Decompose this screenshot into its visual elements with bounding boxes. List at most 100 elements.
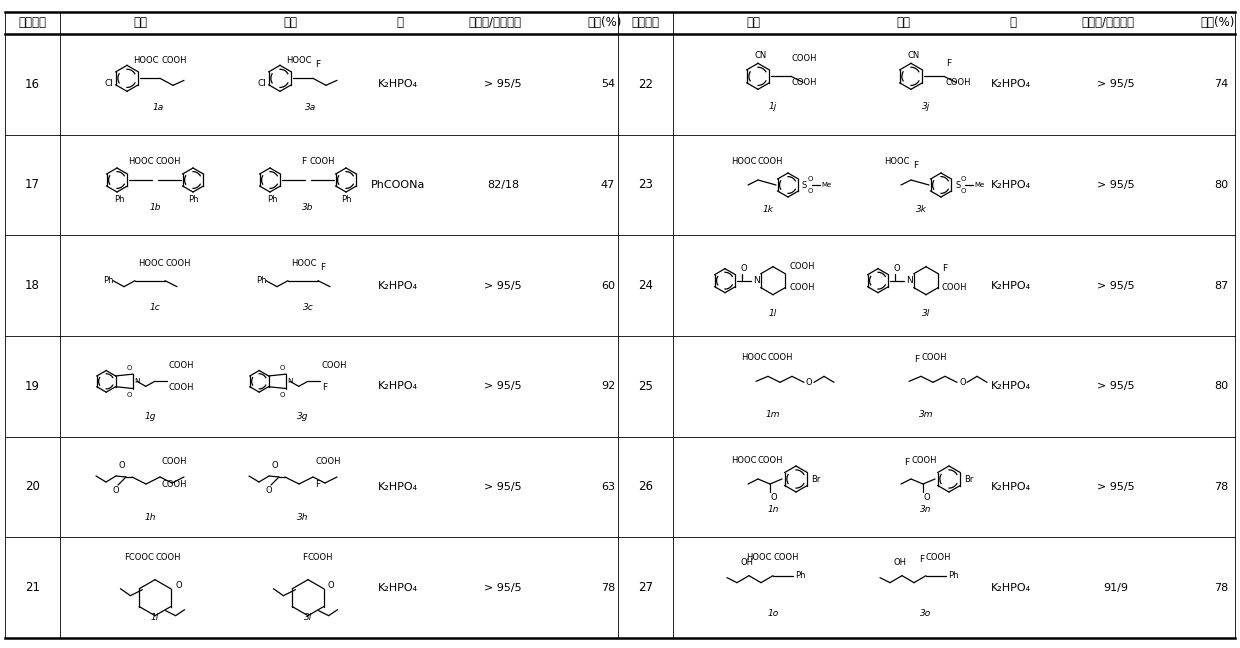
Text: 16: 16 [25,78,40,91]
Text: 碱: 碱 [397,16,403,30]
Text: O: O [126,392,131,398]
Text: 3l: 3l [304,613,312,622]
Text: 1h: 1h [144,513,156,522]
Text: Br: Br [963,474,973,483]
Text: 3g: 3g [298,412,309,421]
Text: 17: 17 [25,178,40,192]
Text: F: F [322,384,327,392]
Text: F: F [315,480,320,489]
Text: F: F [301,553,308,562]
Text: HOOC: HOOC [732,456,756,465]
Text: 78: 78 [601,583,615,593]
Text: HOOC: HOOC [139,259,164,268]
Text: F: F [946,60,951,68]
Text: K₂HPO₄: K₂HPO₄ [378,381,418,391]
Text: F: F [914,355,919,364]
Text: 1j: 1j [769,102,777,111]
Text: 1l: 1l [151,613,159,622]
Text: 3l: 3l [921,309,930,318]
Text: Ph: Ph [187,195,198,204]
Text: O: O [959,378,966,387]
Text: COOH: COOH [768,353,794,362]
Text: 24: 24 [639,279,653,292]
Text: > 95/5: > 95/5 [484,583,522,593]
Text: 87: 87 [1214,281,1228,291]
Text: 60: 60 [601,281,615,291]
Text: COOH: COOH [921,353,946,362]
Text: O: O [740,264,748,273]
Text: 1m: 1m [766,410,780,419]
Text: COOH: COOH [315,457,341,466]
Text: F: F [320,262,325,272]
Text: 3j: 3j [921,102,930,111]
Text: 26: 26 [639,481,653,494]
Text: > 95/5: > 95/5 [1097,79,1135,89]
Text: 54: 54 [601,79,615,89]
Text: 3o: 3o [920,609,931,618]
Text: COOH: COOH [773,553,799,562]
Text: > 95/5: > 95/5 [1097,180,1135,190]
Text: COOH: COOH [155,553,181,562]
Text: COOH: COOH [169,362,195,371]
Text: 碱: 碱 [1009,16,1017,30]
Text: N: N [134,378,140,384]
Text: K₂HPO₄: K₂HPO₄ [991,180,1032,190]
Text: O: O [126,365,131,371]
Text: 47: 47 [601,180,615,190]
Text: O: O [265,486,273,495]
Text: O: O [175,581,181,590]
Text: HOOC: HOOC [746,553,773,562]
Text: N: N [906,276,913,285]
Text: S: S [802,181,807,189]
Text: COOH: COOH [758,456,784,465]
Text: 18: 18 [25,279,40,292]
Text: O: O [279,392,285,398]
Text: COOH: COOH [792,54,817,64]
Text: K₂HPO₄: K₂HPO₄ [378,482,418,492]
Text: K₂HPO₄: K₂HPO₄ [991,381,1032,391]
Text: Me: Me [973,182,985,188]
Text: 3a: 3a [305,103,316,112]
Text: HOOC: HOOC [286,56,312,65]
Text: COOH: COOH [945,78,971,87]
Text: Ph: Ph [267,195,278,204]
Text: Cl: Cl [104,79,113,88]
Text: COOH: COOH [309,157,335,166]
Text: 80: 80 [1214,180,1228,190]
Text: Ph: Ph [103,276,114,285]
Text: FCOOC: FCOOC [124,553,154,562]
Text: F: F [942,264,947,273]
Text: Ph: Ph [114,195,124,204]
Text: Me: Me [821,182,831,188]
Text: COOH: COOH [789,283,815,292]
Text: COOH: COOH [789,262,815,271]
Text: Br: Br [811,474,821,483]
Text: 1o: 1o [768,609,779,618]
Text: PhCOONa: PhCOONa [371,180,425,190]
Text: 19: 19 [25,380,40,393]
Text: COOH: COOH [161,56,186,65]
Text: Cl: Cl [257,79,267,88]
Text: O: O [894,264,900,273]
Text: K₂HPO₄: K₂HPO₄ [378,281,418,291]
Text: CN: CN [755,51,768,60]
Text: N: N [288,378,293,384]
Text: O: O [771,493,777,502]
Text: O: O [961,188,966,194]
Text: Ph: Ph [795,571,806,580]
Text: CN: CN [908,51,920,60]
Text: 21: 21 [25,581,40,594]
Text: 92: 92 [601,381,615,391]
Text: 27: 27 [639,581,653,594]
Text: O: O [808,176,813,182]
Text: COOH: COOH [926,553,951,562]
Text: K₂HPO₄: K₂HPO₄ [378,583,418,593]
Text: > 95/5: > 95/5 [1097,281,1135,291]
Text: COOH: COOH [792,78,817,87]
Text: 22: 22 [639,78,653,91]
Text: > 95/5: > 95/5 [1097,381,1135,391]
Text: 20: 20 [25,481,40,494]
Text: 63: 63 [601,482,615,492]
Text: 3m: 3m [919,410,934,419]
Text: K₂HPO₄: K₂HPO₄ [991,79,1032,89]
